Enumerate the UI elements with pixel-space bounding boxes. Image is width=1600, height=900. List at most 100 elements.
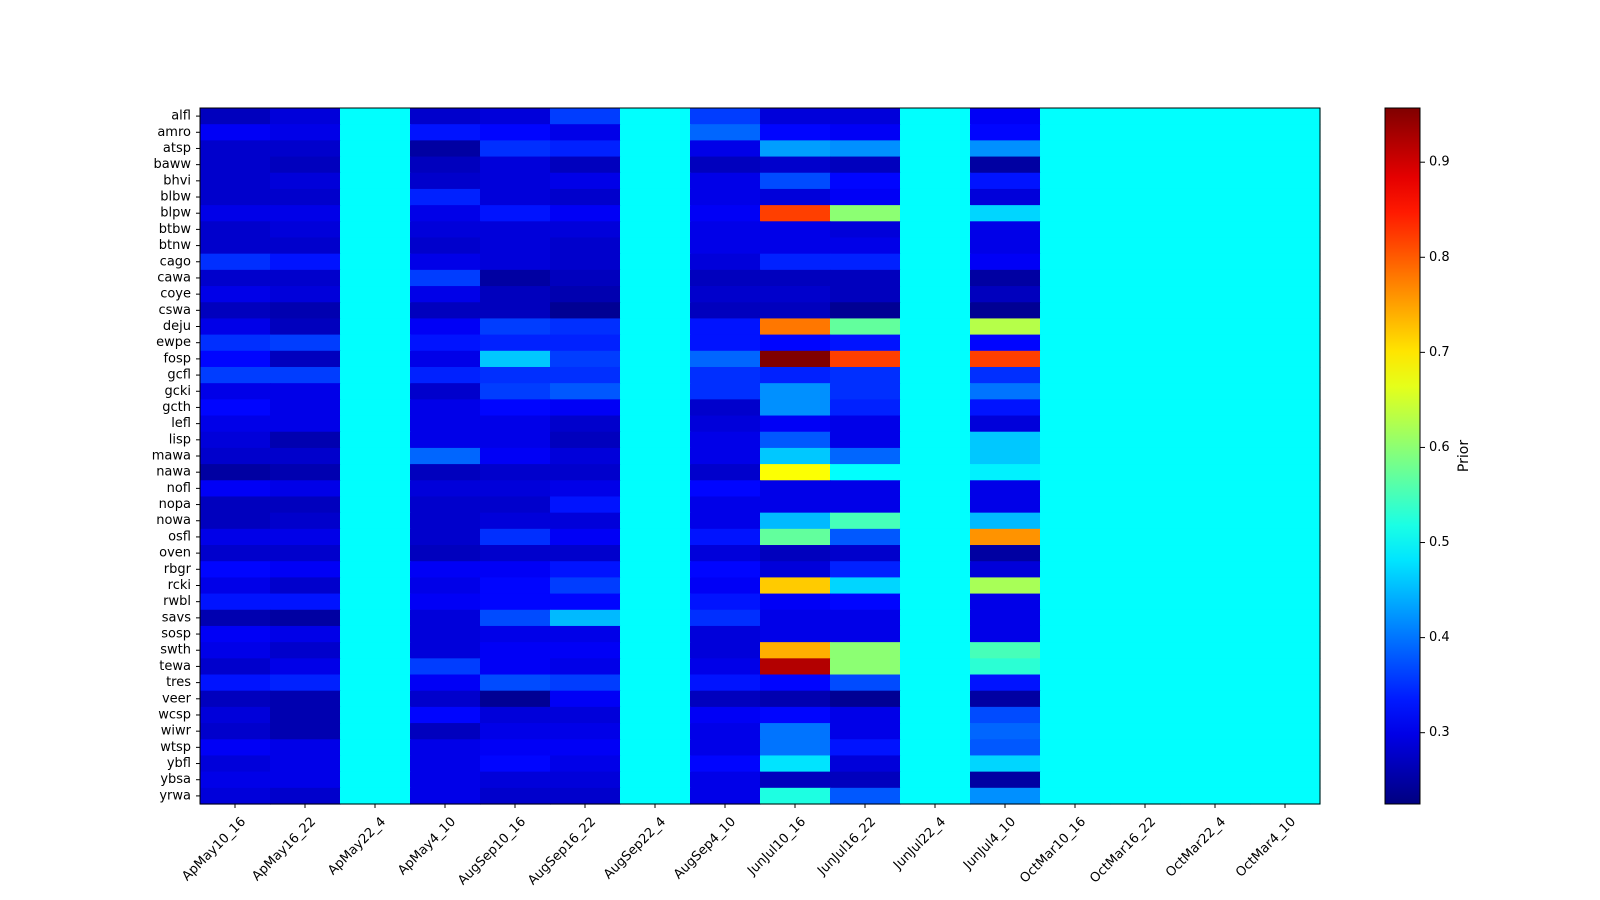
heatmap-cell-nawa-AugSep10_16 xyxy=(480,464,551,481)
heatmap-cell-ybfl-ApMay4_10 xyxy=(410,755,481,773)
heatmap-cell-coye-AugSep16_22 xyxy=(550,286,621,303)
y-tick-label-blbw: blbw xyxy=(160,190,191,205)
heatmap-cell-rbgr-AugSep22_4 xyxy=(620,561,691,578)
heatmap-cell-yrwa-JunJul4_10 xyxy=(970,787,1041,805)
heatmap-cell-wcsp-OctMar10_16 xyxy=(1040,706,1111,724)
y-tick-label-nopa: nopa xyxy=(159,497,191,512)
heatmap-cell-alfl-JunJul16_22 xyxy=(830,108,901,125)
y-tick-label-deju: deju xyxy=(163,319,191,334)
heatmap-cell-atsp-JunJul16_22 xyxy=(830,140,901,158)
heatmap-cell-baww-OctMar16_22 xyxy=(1110,156,1181,174)
heatmap-cell-tewa-AugSep16_22 xyxy=(550,658,621,676)
heatmap-cell-ewpe-OctMar16_22 xyxy=(1110,334,1181,352)
heatmap-cell-coye-JunJul22_4 xyxy=(900,286,971,303)
heatmap-cell-bhvi-ApMay16_22 xyxy=(270,172,341,190)
heatmap-cell-tewa-JunJul22_4 xyxy=(900,658,971,676)
heatmap-cell-cswa-AugSep16_22 xyxy=(550,302,621,320)
heatmap-cell-wiwr-ApMay22_4 xyxy=(340,723,411,740)
heatmap-cell-tewa-AugSep4_10 xyxy=(690,658,761,676)
heatmap-cell-osfl-OctMar22_4 xyxy=(1180,528,1251,546)
heatmap-cell-coye-ApMay4_10 xyxy=(410,286,481,303)
heatmap-cell-baww-ApMay22_4 xyxy=(340,156,411,174)
heatmap-cell-cago-AugSep22_4 xyxy=(620,253,691,271)
heatmap-cell-osfl-OctMar10_16 xyxy=(1040,528,1111,546)
heatmap-cell-tewa-ApMay4_10 xyxy=(410,658,481,676)
heatmap-cell-oven-JunJul22_4 xyxy=(900,545,971,562)
heatmap-cell-coye-ApMay16_22 xyxy=(270,286,341,303)
heatmap-cell-tres-ApMay16_22 xyxy=(270,674,341,692)
heatmap-cell-rwbl-OctMar4_10 xyxy=(1250,593,1321,611)
heatmap-cell-rcki-JunJul16_22 xyxy=(830,577,901,595)
heatmap-cell-btbw-AugSep4_10 xyxy=(690,221,761,239)
heatmap-cell-cawa-JunJul10_16 xyxy=(760,269,831,287)
heatmap-cell-lefl-AugSep16_22 xyxy=(550,415,621,433)
heatmap-cell-savs-ApMay22_4 xyxy=(340,609,411,627)
heatmap-cell-deju-AugSep22_4 xyxy=(620,318,691,336)
heatmap-cell-oven-AugSep22_4 xyxy=(620,545,691,562)
heatmap-cell-savs-ApMay10_16 xyxy=(200,609,271,627)
heatmap-cell-ybfl-OctMar16_22 xyxy=(1110,755,1181,773)
heatmap-cell-coye-ApMay22_4 xyxy=(340,286,411,303)
heatmap-cell-osfl-AugSep10_16 xyxy=(480,528,551,546)
heatmap-cell-rwbl-JunJul16_22 xyxy=(830,593,901,611)
heatmap-cell-cago-AugSep16_22 xyxy=(550,253,621,271)
heatmap-cell-alfl-OctMar4_10 xyxy=(1250,108,1321,125)
y-tick-label-ybfl: ybfl xyxy=(167,756,191,771)
heatmap-cell-cawa-JunJul22_4 xyxy=(900,269,971,287)
heatmap-cell-blpw-AugSep10_16 xyxy=(480,205,551,222)
heatmap-cell-gcki-JunJul22_4 xyxy=(900,383,971,400)
heatmap-cell-gcfl-AugSep16_22 xyxy=(550,366,621,384)
heatmap-cell-tewa-AugSep22_4 xyxy=(620,658,691,676)
heatmap-cell-ewpe-AugSep16_22 xyxy=(550,334,621,352)
x-tick-label-AugSep10_16: AugSep10_16 xyxy=(455,814,529,888)
heatmap-cell-rbgr-JunJul4_10 xyxy=(970,561,1041,578)
heatmap-cell-wcsp-JunJul4_10 xyxy=(970,706,1041,724)
heatmap-cell-fosp-JunJul10_16 xyxy=(760,350,831,368)
heatmap-cell-blpw-ApMay4_10 xyxy=(410,205,481,222)
heatmap-cell-cswa-AugSep22_4 xyxy=(620,302,691,320)
heatmap-cell-nawa-OctMar22_4 xyxy=(1180,464,1251,481)
heatmap-cell-ybfl-JunJul10_16 xyxy=(760,755,831,773)
heatmap-cell-gcki-OctMar16_22 xyxy=(1110,383,1181,400)
heatmap-cell-lisp-AugSep16_22 xyxy=(550,431,621,449)
heatmap-cell-bhvi-JunJul10_16 xyxy=(760,172,831,190)
heatmap-cell-cago-AugSep10_16 xyxy=(480,253,551,271)
heatmap-cell-blbw-JunJul22_4 xyxy=(900,188,971,206)
heatmap-cell-cawa-ApMay4_10 xyxy=(410,269,481,287)
heatmap-cell-veer-AugSep22_4 xyxy=(620,690,691,708)
heatmap-cell-wcsp-ApMay16_22 xyxy=(270,706,341,724)
heatmap-cell-sosp-JunJul10_16 xyxy=(760,625,831,643)
heatmap-cell-mawa-ApMay22_4 xyxy=(340,447,411,465)
heatmap-cell-rcki-JunJul10_16 xyxy=(760,577,831,595)
heatmap-cell-tewa-OctMar10_16 xyxy=(1040,658,1111,676)
heatmap-cell-nofl-OctMar16_22 xyxy=(1110,480,1181,498)
heatmap-cell-cawa-ApMay10_16 xyxy=(200,269,271,287)
y-tick-label-coye: coye xyxy=(160,287,191,302)
heatmap-cell-rwbl-ApMay16_22 xyxy=(270,593,341,611)
heatmap-cell-ewpe-AugSep10_16 xyxy=(480,334,551,352)
heatmap-cell-osfl-ApMay10_16 xyxy=(200,528,271,546)
y-tick-label-tewa: tewa xyxy=(159,659,191,674)
heatmap-cell-amro-JunJul16_22 xyxy=(830,124,901,141)
heatmap-cell-gcki-AugSep10_16 xyxy=(480,383,551,400)
heatmap-cell-lefl-AugSep10_16 xyxy=(480,415,551,433)
heatmap-cell-nofl-AugSep16_22 xyxy=(550,480,621,498)
heatmap-cell-nopa-JunJul22_4 xyxy=(900,496,971,514)
heatmap-cell-fosp-OctMar10_16 xyxy=(1040,350,1111,368)
heatmap-cell-atsp-JunJul4_10 xyxy=(970,140,1041,158)
heatmap-cell-tres-ApMay22_4 xyxy=(340,674,411,692)
heatmap-cell-baww-ApMay10_16 xyxy=(200,156,271,174)
heatmap-cell-nawa-AugSep16_22 xyxy=(550,464,621,481)
heatmap-cell-swth-ApMay10_16 xyxy=(200,642,271,659)
heatmap-cell-amro-ApMay10_16 xyxy=(200,124,271,141)
heatmap-cell-oven-JunJul4_10 xyxy=(970,545,1041,562)
heatmap-cell-gcki-ApMay22_4 xyxy=(340,383,411,400)
heatmap-cell-rwbl-ApMay10_16 xyxy=(200,593,271,611)
heatmap-cell-ewpe-OctMar10_16 xyxy=(1040,334,1111,352)
heatmap-cell-nawa-AugSep22_4 xyxy=(620,464,691,481)
heatmap-cell-savs-JunJul4_10 xyxy=(970,609,1041,627)
heatmap-cell-lisp-AugSep10_16 xyxy=(480,431,551,449)
heatmap-cell-cswa-AugSep4_10 xyxy=(690,302,761,320)
colorbar-tick-label: 0.9 xyxy=(1429,155,1450,170)
heatmap-cell-gcfl-JunJul16_22 xyxy=(830,366,901,384)
